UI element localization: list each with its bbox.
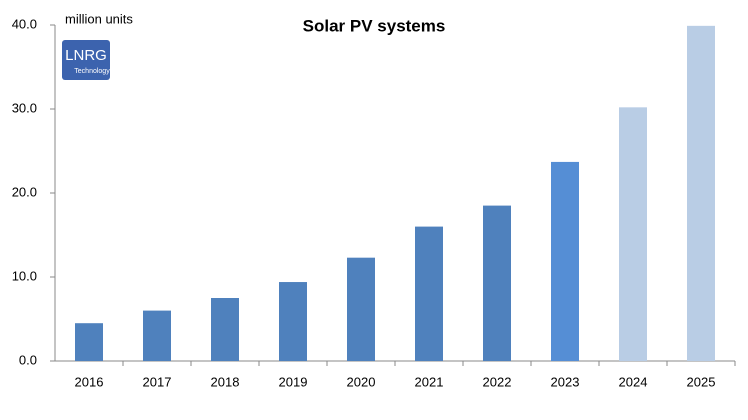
bar: [211, 298, 239, 361]
bar: [143, 310, 171, 361]
y-axis-label: million units: [65, 11, 133, 26]
x-tick-label: 2016: [75, 374, 104, 389]
x-tick-label: 2021: [415, 374, 444, 389]
x-tick-label: 2022: [483, 374, 512, 389]
bar: [483, 205, 511, 361]
logo-tagline: Technology: [74, 68, 110, 75]
x-tick-label: 2025: [687, 374, 716, 389]
x-tick-label: 2018: [211, 374, 240, 389]
logo-name: LNRG: [65, 47, 107, 64]
y-tick-label: 40.0: [12, 16, 37, 31]
bar: [415, 226, 443, 361]
x-tick-label: 2024: [619, 374, 648, 389]
bar: [551, 161, 579, 361]
y-tick-label: 30.0: [12, 100, 37, 115]
x-tick-label: 2023: [551, 374, 580, 389]
y-tick-label: 0.0: [19, 352, 37, 367]
bar: [347, 257, 375, 361]
chart-title: Solar PV systems: [303, 16, 446, 35]
bar: [75, 323, 103, 361]
x-tick-label: 2017: [143, 374, 172, 389]
y-tick-label: 10.0: [12, 268, 37, 283]
x-tick-label: 2020: [347, 374, 376, 389]
x-tick-label: 2019: [279, 374, 308, 389]
bar: [619, 107, 647, 361]
bar: [279, 282, 307, 361]
bar: [687, 25, 715, 362]
logo-box: [62, 40, 110, 80]
y-tick-label: 20.0: [12, 184, 37, 199]
